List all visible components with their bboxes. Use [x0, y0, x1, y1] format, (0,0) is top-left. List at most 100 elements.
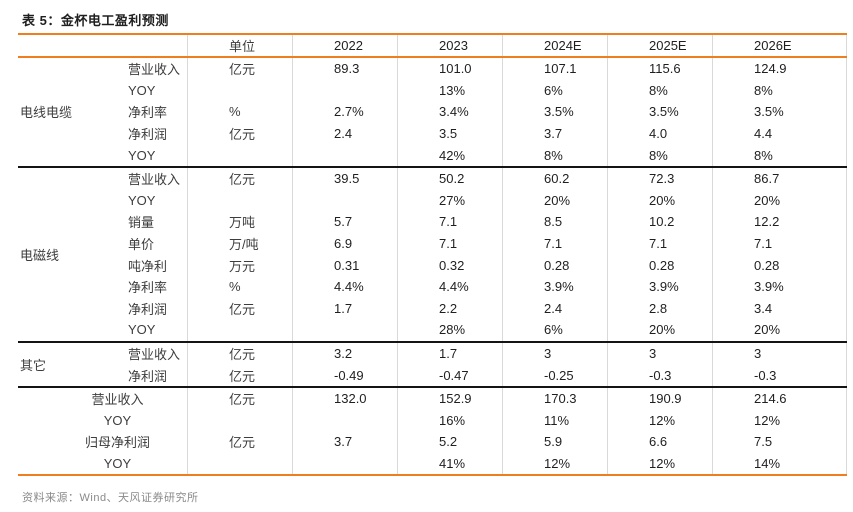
total-label-cell: YOY	[103, 455, 132, 471]
metric-cell: 净利率	[128, 105, 168, 121]
value-cell: 2.2	[439, 300, 458, 316]
value-cell: 12.2	[754, 214, 780, 230]
metric-cell: 营业收入	[128, 347, 181, 363]
value-cell: 7.1	[754, 236, 773, 252]
column-divider	[846, 35, 847, 475]
unit-cell: 亿元	[229, 62, 256, 78]
value-cell: 4.0	[649, 126, 668, 142]
value-cell: 86.7	[754, 171, 780, 187]
unit-cell: 亿元	[229, 347, 256, 363]
value-cell: 20%	[754, 322, 781, 338]
metric-cell: YOY	[128, 82, 156, 98]
value-cell: 50.2	[439, 171, 465, 187]
value-cell: 8%	[754, 82, 773, 98]
unit-cell: 万/吨	[229, 237, 259, 253]
value-cell: 3.2	[334, 346, 353, 362]
value-cell: 115.6	[649, 61, 681, 77]
value-cell: 101.0	[439, 61, 472, 77]
value-cell: 3.4	[754, 300, 773, 316]
unit-cell: 亿元	[229, 368, 256, 384]
value-cell: 8%	[544, 147, 563, 163]
column-header-unit: 单位	[229, 39, 256, 54]
table-section-2: 电磁线 营业收入 亿元 39.5 50.2 60.2 72.3 86.7 YOY 27% 20% 20…	[18, 165, 847, 341]
total-label-cell: YOY	[103, 412, 132, 428]
value-cell: 12%	[754, 412, 781, 428]
column-header-year-2024e: 2024E	[544, 38, 582, 53]
value-cell: -0.49	[334, 367, 364, 383]
forecast-table: 单位 2022 2023 2024E 2025E 2026E 电线电缆 营业收入亿…	[18, 33, 847, 477]
value-cell: 6%	[544, 322, 563, 338]
group-cell: 电线电缆	[20, 105, 73, 121]
unit-cell	[187, 144, 292, 166]
value-cell: 4.4%	[439, 279, 469, 295]
value-cell: 6.9	[334, 236, 353, 252]
value-cell: 4.4	[754, 126, 773, 142]
value-cell: 132.0	[334, 391, 367, 407]
value-cell: 12%	[649, 412, 676, 428]
table-header-row: 单位 2022 2023 2024E 2025E 2026E	[18, 35, 847, 58]
value-cell: 1.7	[334, 300, 353, 316]
value-cell: 10.2	[649, 214, 675, 230]
value-cell: 3.9%	[649, 279, 679, 295]
value-cell: 107.1	[544, 61, 577, 77]
value-cell: -0.3	[649, 367, 672, 383]
unit-cell	[187, 319, 292, 341]
metric-cell: 吨净利	[128, 258, 168, 274]
column-divider	[292, 35, 293, 475]
value-cell: 3.5%	[544, 104, 574, 120]
value-cell: 214.6	[754, 391, 787, 407]
table-section-total: 营业收入 亿元 132.0 152.9 170.3 190.9 214.6 YOY 16% 11%…	[18, 385, 847, 475]
column-divider	[607, 35, 608, 475]
metric-cell: 净利润	[128, 127, 168, 143]
value-cell: 0.28	[754, 257, 780, 273]
column-divider	[397, 35, 398, 475]
metric-cell: YOY	[128, 322, 156, 338]
value-cell: 41%	[439, 455, 466, 471]
value-cell: 89.3	[334, 61, 360, 77]
value-cell: 3.4%	[439, 104, 469, 120]
value-cell: 8.5	[544, 214, 563, 230]
value-cell: 3	[754, 346, 762, 362]
value-cell: 12%	[649, 455, 676, 471]
group-cell: 电磁线	[20, 247, 60, 263]
value-cell: 20%	[754, 192, 781, 208]
value-cell: 7.5	[754, 434, 773, 450]
value-cell	[292, 319, 397, 341]
value-cell: 1.7	[439, 346, 458, 362]
value-cell: 6%	[544, 82, 563, 98]
unit-cell	[187, 410, 292, 432]
value-cell: 3.5%	[649, 104, 679, 120]
unit-cell: 万元	[229, 258, 256, 274]
value-cell: 7.1	[649, 236, 668, 252]
column-header-year-2026e: 2026E	[754, 38, 792, 53]
unit-cell: 亿元	[229, 127, 256, 143]
value-cell: 20%	[544, 192, 571, 208]
value-cell: 3	[649, 346, 657, 362]
metric-cell: 净利率	[128, 280, 168, 296]
value-cell: 8%	[649, 82, 668, 98]
value-cell: 3	[544, 346, 552, 362]
value-cell	[292, 453, 397, 475]
value-cell	[292, 80, 397, 102]
value-cell: 12%	[544, 455, 571, 471]
column-divider	[712, 35, 713, 475]
value-cell: 39.5	[334, 171, 360, 187]
total-label-cell: 归母净利润	[84, 435, 150, 451]
value-cell: 16%	[439, 412, 466, 428]
unit-cell: 万吨	[229, 215, 256, 231]
value-cell: 7.1	[439, 236, 458, 252]
value-cell: 3.5%	[754, 104, 784, 120]
table-body: 电线电缆 营业收入 亿元 89.3 101.0 107.1 115.6 124.9 YOY 13%…	[18, 58, 847, 474]
unit-cell	[187, 80, 292, 102]
table-section-3: 其它 营业收入 亿元 3.2 1.7 3 3 3 净利润 亿元 -0.49 -0.47 -0.25 -0.…	[18, 340, 847, 386]
total-label-cell: 营业收入	[91, 392, 144, 408]
column-header-year-2023: 2023	[439, 38, 468, 53]
unit-cell: 亿元	[229, 435, 256, 451]
value-cell: 7.1	[544, 236, 563, 252]
value-cell: 42%	[439, 147, 466, 163]
value-cell: 28%	[439, 322, 466, 338]
value-cell: 3.9%	[544, 279, 574, 295]
value-cell: -0.47	[439, 367, 469, 383]
value-cell: 0.32	[439, 257, 465, 273]
